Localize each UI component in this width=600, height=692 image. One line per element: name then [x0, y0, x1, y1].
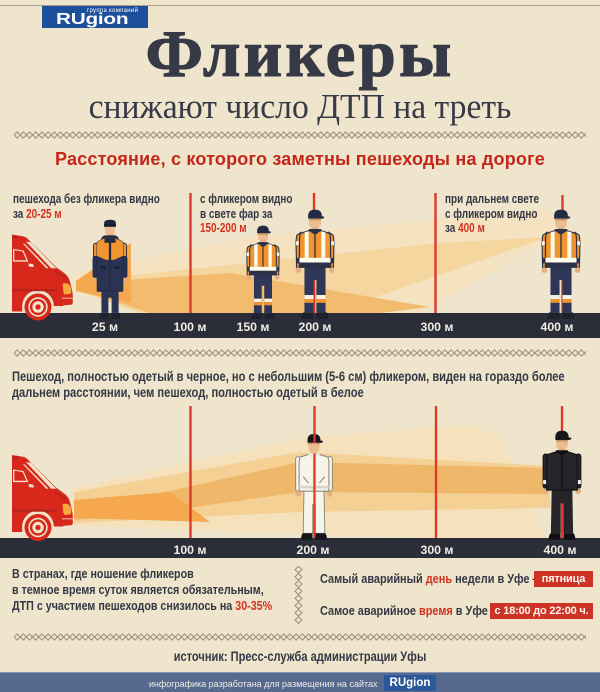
svg-text:25 м: 25 м	[92, 320, 118, 334]
svg-text:100 м: 100 м	[173, 543, 206, 557]
svg-text:150 м: 150 м	[236, 320, 269, 334]
svg-text:100 м: 100 м	[173, 320, 206, 334]
svg-text:400 м: 400 м	[540, 320, 573, 334]
svg-text:200 м: 200 м	[296, 543, 329, 557]
svg-text:200 м: 200 м	[298, 320, 331, 334]
svg-text:400 м: 400 м	[543, 543, 576, 557]
svg-text:300 м: 300 м	[420, 320, 453, 334]
svg-text:300 м: 300 м	[420, 543, 453, 557]
